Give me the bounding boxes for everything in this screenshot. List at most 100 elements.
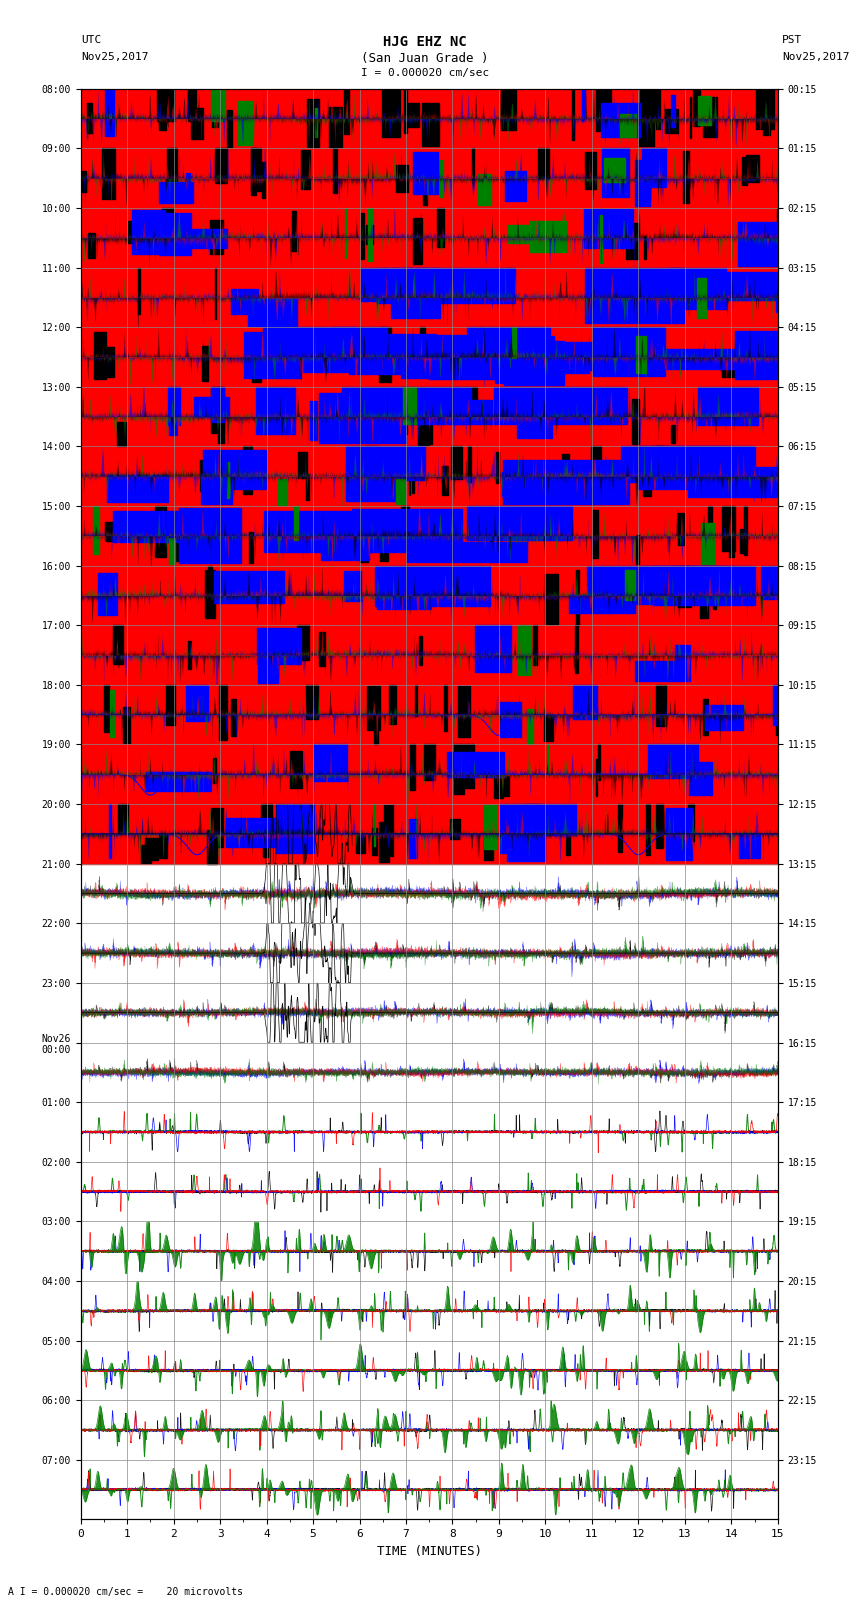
Bar [641, 566, 734, 597]
Bar [162, 208, 173, 239]
Bar [708, 506, 711, 544]
Bar [133, 210, 165, 255]
Bar [601, 103, 640, 137]
Bar [604, 158, 626, 182]
Bar [374, 715, 378, 744]
Bar [201, 345, 208, 381]
Bar [360, 513, 367, 563]
Bar [743, 448, 751, 484]
Bar [307, 100, 320, 147]
Bar [186, 686, 207, 721]
Bar [620, 447, 733, 482]
Bar [558, 519, 562, 540]
Bar [436, 519, 445, 560]
Bar [211, 808, 223, 847]
Bar [620, 115, 636, 137]
Bar [230, 698, 236, 737]
Bar [346, 465, 401, 502]
Bar [683, 150, 689, 203]
Bar [201, 474, 232, 503]
Bar [689, 97, 691, 139]
Bar [81, 566, 778, 626]
Bar [688, 466, 800, 497]
Bar [227, 110, 232, 147]
Bar [301, 150, 310, 189]
Bar [264, 511, 371, 552]
Bar [422, 158, 428, 205]
Bar [256, 387, 295, 434]
Bar [167, 387, 179, 424]
Bar [105, 347, 114, 376]
Bar [203, 450, 266, 489]
Text: HJG EHZ NC: HJG EHZ NC [383, 35, 467, 50]
Bar [118, 805, 127, 834]
Bar [666, 808, 692, 860]
Bar [298, 452, 307, 479]
Bar [480, 327, 482, 371]
Bar [320, 392, 406, 444]
Bar [518, 626, 531, 674]
Bar [315, 108, 317, 137]
Bar [244, 332, 301, 377]
Bar [705, 273, 806, 300]
Bar [507, 268, 512, 303]
Bar [465, 387, 477, 418]
Bar [110, 805, 111, 858]
Bar [512, 327, 516, 358]
Bar [213, 571, 284, 603]
Bar [418, 279, 426, 305]
Bar [343, 387, 460, 418]
Bar [159, 182, 193, 203]
Bar [251, 148, 256, 195]
Bar [751, 348, 829, 368]
Bar [160, 95, 166, 131]
Bar [484, 805, 496, 848]
Bar [508, 224, 544, 244]
Bar [522, 805, 576, 836]
Bar [689, 761, 711, 795]
Bar [346, 447, 425, 479]
Bar [81, 626, 778, 686]
Bar [545, 574, 558, 624]
Bar [636, 536, 639, 565]
Bar [138, 268, 140, 315]
Bar [706, 705, 743, 731]
Bar [400, 506, 409, 544]
Bar [252, 344, 261, 382]
Bar [667, 268, 726, 310]
Bar [169, 539, 175, 563]
Bar [419, 637, 422, 665]
Bar [189, 642, 191, 669]
Bar [646, 805, 650, 855]
Bar [751, 223, 804, 253]
Bar [420, 327, 426, 366]
Bar [330, 106, 342, 147]
Bar [537, 342, 640, 371]
Bar [81, 447, 778, 506]
Bar [454, 387, 471, 424]
Bar [81, 208, 778, 268]
Bar [107, 474, 168, 502]
Bar [401, 360, 472, 379]
Bar [141, 845, 151, 863]
Bar [368, 450, 379, 492]
Bar [454, 745, 463, 794]
Bar [231, 289, 258, 315]
Bar [412, 152, 439, 194]
Bar [740, 529, 744, 553]
Bar [503, 460, 629, 505]
Bar [207, 829, 217, 863]
Bar [468, 447, 471, 482]
Bar [517, 392, 552, 437]
Bar [226, 818, 287, 847]
Bar [776, 289, 850, 313]
Bar [777, 208, 786, 247]
Bar [596, 758, 598, 797]
Bar [366, 224, 372, 244]
Bar [179, 508, 241, 563]
Bar [676, 645, 690, 681]
Bar [773, 686, 824, 724]
Bar [113, 626, 123, 665]
Bar [94, 506, 99, 553]
Bar [474, 336, 553, 361]
